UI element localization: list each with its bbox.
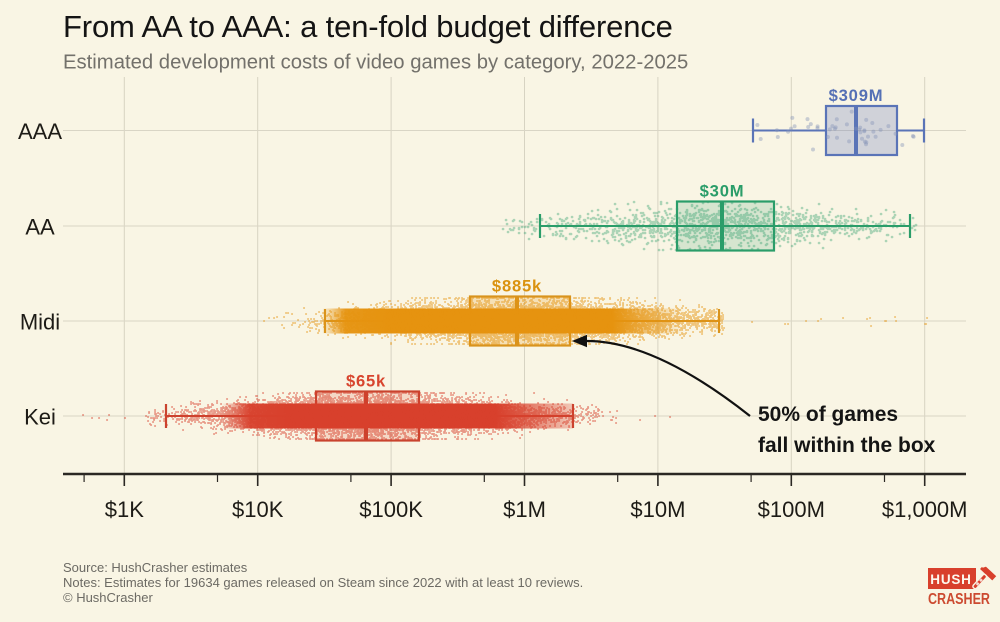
svg-text:From AA to AAA: a ten-fold bud: From AA to AAA: a ten-fold budget differ… xyxy=(63,9,673,44)
svg-text:HUSH: HUSH xyxy=(930,572,971,587)
svg-text:fall within the box: fall within the box xyxy=(758,434,936,457)
svg-text:Kei: Kei xyxy=(24,405,56,430)
svg-text:$100M: $100M xyxy=(758,497,825,522)
svg-text:$885k: $885k xyxy=(492,277,542,296)
svg-text:$1,000M: $1,000M xyxy=(882,497,968,522)
svg-text:AAA: AAA xyxy=(18,119,62,144)
svg-text:$10K: $10K xyxy=(232,497,284,522)
svg-text:$1K: $1K xyxy=(105,497,144,522)
svg-text:AA: AA xyxy=(25,215,55,240)
svg-text:$100K: $100K xyxy=(359,497,423,522)
svg-text:CRASHER: CRASHER xyxy=(928,591,990,608)
svg-text:Midi: Midi xyxy=(20,310,60,335)
svg-text:$65k: $65k xyxy=(346,372,386,391)
svg-text:$1M: $1M xyxy=(503,497,546,522)
svg-text:50% of games: 50% of games xyxy=(758,403,898,426)
svg-text:$30M: $30M xyxy=(700,182,745,201)
svg-text:$10M: $10M xyxy=(630,497,685,522)
svg-text:Estimated development costs of: Estimated development costs of video gam… xyxy=(63,52,688,74)
svg-text:$309M: $309M xyxy=(829,86,884,105)
svg-text:Source: HushCrasher estimates: Source: HushCrasher estimates xyxy=(63,560,248,575)
svg-text:© HushCrasher: © HushCrasher xyxy=(63,590,153,605)
svg-text:Notes: Estimates for 19634 gam: Notes: Estimates for 19634 games release… xyxy=(63,575,583,590)
